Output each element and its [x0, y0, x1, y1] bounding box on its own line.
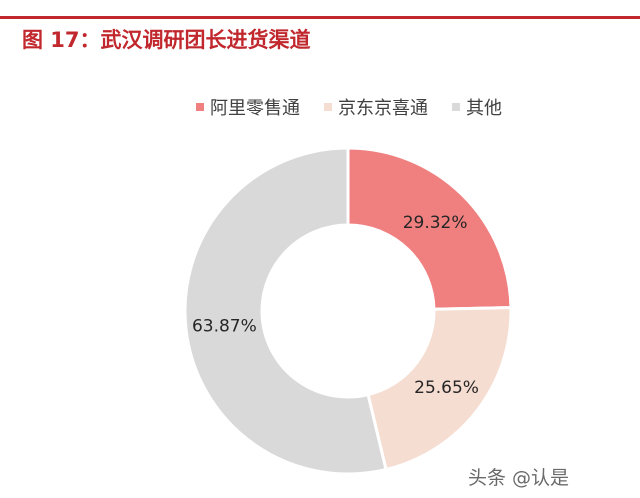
legend-swatch-0: [196, 103, 204, 111]
legend-item-2: 其他: [452, 94, 502, 120]
legend-swatch-2: [452, 103, 460, 111]
donut-slice-1: [366, 306, 513, 472]
slice-label-1: 25.65%: [414, 378, 479, 398]
legend-item-1: 京东京喜通: [324, 94, 428, 120]
chart-legend: 阿里零售通 京东京喜通 其他: [196, 94, 502, 120]
legend-item-0: 阿里零售通: [196, 94, 300, 120]
legend-label-0: 阿里零售通: [210, 98, 300, 119]
legend-swatch-1: [324, 103, 332, 111]
donut-slice-2: [183, 146, 388, 476]
legend-label-1: 京东京喜通: [338, 98, 428, 119]
figure-title: 图 17：武汉调研团长进货渠道: [22, 28, 311, 52]
top-rule: [0, 16, 640, 19]
legend-label-2: 其他: [466, 98, 502, 119]
watermark: 头条 @认是: [468, 467, 570, 489]
slice-label-2: 63.87%: [192, 317, 257, 337]
donut-slice-0: [346, 146, 513, 311]
slice-label-0: 29.32%: [403, 213, 468, 233]
